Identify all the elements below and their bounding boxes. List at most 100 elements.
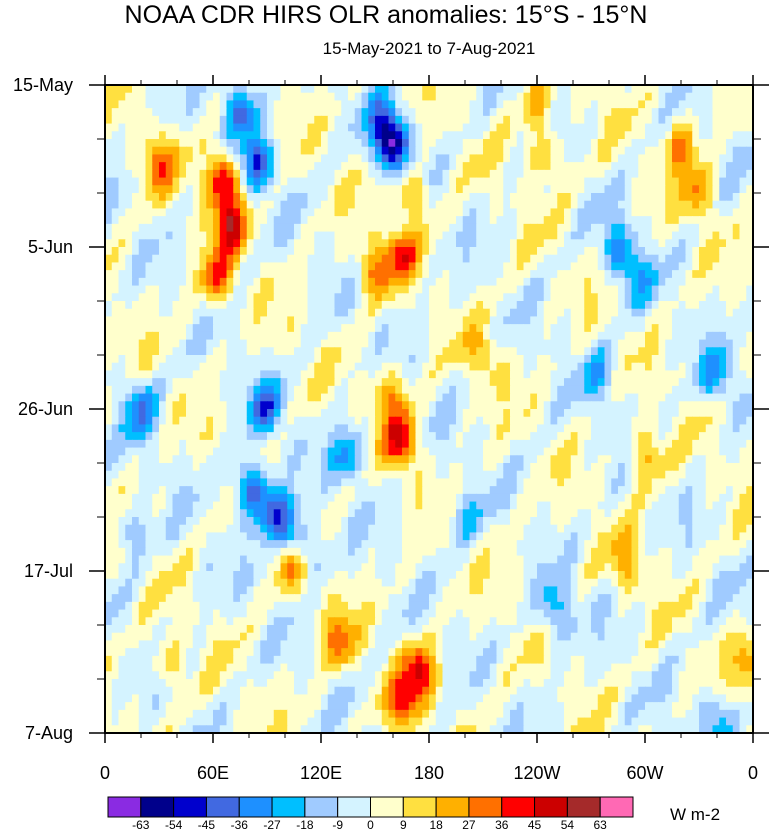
field-cell xyxy=(334,447,342,456)
field-cell xyxy=(462,146,471,156)
field-cell xyxy=(712,169,720,179)
field-cell xyxy=(570,409,579,418)
field-cell xyxy=(395,331,403,341)
field-cell xyxy=(179,470,187,480)
field-cell xyxy=(395,131,403,140)
field-cell xyxy=(503,324,511,333)
field-cell xyxy=(138,216,147,225)
field-cell xyxy=(219,193,228,202)
field-cell xyxy=(530,177,538,186)
field-cell xyxy=(577,115,585,125)
field-cell xyxy=(476,277,484,287)
field-cell xyxy=(685,92,693,102)
field-cell xyxy=(402,146,410,156)
field-cell xyxy=(483,100,491,109)
field-cell xyxy=(564,409,572,418)
field-cell xyxy=(597,393,606,402)
field-cell xyxy=(138,162,147,171)
field-cell xyxy=(125,463,133,472)
field-cell xyxy=(111,277,120,287)
field-cell xyxy=(307,231,315,240)
field-cell xyxy=(111,139,120,148)
field-cell xyxy=(739,277,747,287)
field-cell xyxy=(692,393,700,402)
field-cell xyxy=(550,146,558,156)
field-cell xyxy=(267,247,275,256)
field-cell xyxy=(530,432,538,441)
field-cell xyxy=(334,123,342,132)
field-cell xyxy=(246,139,255,148)
field-cell xyxy=(699,277,707,287)
field-cell xyxy=(530,169,538,179)
field-cell xyxy=(273,270,282,279)
field-cell xyxy=(469,115,477,125)
field-cell xyxy=(503,439,511,449)
field-cell xyxy=(327,355,336,364)
field-cell xyxy=(159,162,167,171)
field-cell xyxy=(253,370,261,379)
field-cell xyxy=(510,277,518,287)
field-cell xyxy=(732,85,741,94)
field-cell xyxy=(118,447,126,456)
field-cell xyxy=(287,409,295,418)
field-cell xyxy=(624,347,633,356)
field-cell xyxy=(618,92,626,102)
field-cell xyxy=(496,177,504,186)
field-cell xyxy=(321,154,329,163)
field-cell xyxy=(503,146,511,156)
field-cell xyxy=(354,115,363,125)
field-cell xyxy=(665,131,673,140)
field-cell xyxy=(192,463,201,472)
field-cell xyxy=(199,139,207,148)
field-cell xyxy=(287,92,295,102)
field-cell xyxy=(105,177,113,186)
field-cell xyxy=(240,254,248,264)
field-cell xyxy=(138,239,147,248)
field-cell xyxy=(422,355,430,364)
field-cell xyxy=(618,131,626,140)
field-cell xyxy=(179,401,187,410)
field-cell xyxy=(314,177,322,186)
field-cell xyxy=(672,439,680,449)
field-cell xyxy=(186,169,194,179)
field-cell xyxy=(118,216,126,225)
field-cell xyxy=(672,478,680,487)
field-cell xyxy=(597,355,606,364)
field-cell xyxy=(138,455,147,464)
field-cell xyxy=(719,293,727,302)
field-cell xyxy=(692,293,700,302)
field-cell xyxy=(739,200,747,210)
field-cell xyxy=(584,247,592,256)
field-cell xyxy=(375,200,383,210)
field-cell xyxy=(159,478,167,487)
field-cell xyxy=(449,439,457,449)
field-cell xyxy=(746,200,753,210)
field-cell xyxy=(273,370,282,379)
field-cell xyxy=(199,470,207,480)
field-cell xyxy=(422,154,430,163)
field-cell xyxy=(375,108,383,117)
field-cell xyxy=(375,169,383,179)
field-cell xyxy=(604,247,612,256)
field-cell xyxy=(118,185,126,194)
field-cell xyxy=(408,208,417,217)
field-cell xyxy=(631,131,639,140)
field-cell xyxy=(624,216,633,225)
field-cell xyxy=(496,401,504,410)
field-cell xyxy=(402,355,410,364)
field-cell xyxy=(678,139,687,148)
field-cell xyxy=(354,139,363,148)
field-cell xyxy=(226,154,234,163)
field-cell xyxy=(240,293,248,302)
field-cell xyxy=(240,216,248,225)
field-cell xyxy=(260,231,268,240)
field-cell xyxy=(240,331,248,341)
field-cell xyxy=(672,409,680,418)
field-cell xyxy=(334,285,342,294)
field-cell xyxy=(159,154,167,163)
field-cell xyxy=(327,385,336,395)
field-cell xyxy=(179,331,187,341)
field-cell xyxy=(348,324,356,333)
field-cell xyxy=(145,401,153,410)
field-cell xyxy=(712,293,720,302)
